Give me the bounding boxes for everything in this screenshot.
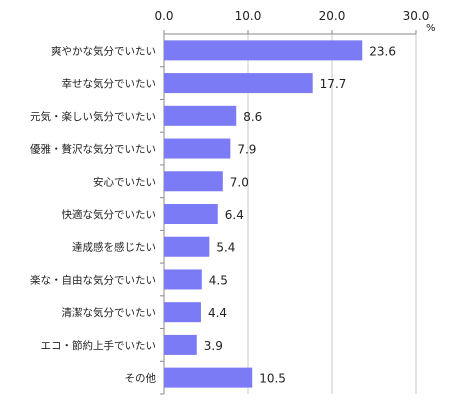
category-label-5: 快適な気分でいたい [62, 208, 157, 221]
x-tick-label-2: 20.0 [319, 9, 346, 23]
category-label-7: 楽な・自由な気分でいたい [30, 273, 156, 286]
bar-0 [164, 40, 363, 61]
value-label-8: 4.4 [208, 306, 227, 320]
value-label-9: 3.9 [204, 339, 223, 353]
category-label-6: 達成感を感じたい [72, 241, 156, 254]
bar-3 [164, 138, 231, 159]
value-label-7: 4.5 [209, 273, 228, 287]
category-label-1: 幸せな気分でいたい [62, 77, 157, 90]
x-tick-label-3: 30.0 [403, 9, 430, 23]
x-axis-unit: % [426, 23, 436, 34]
value-label-3: 7.9 [237, 143, 256, 157]
bar-9 [164, 334, 197, 355]
value-label-4: 7.0 [230, 175, 249, 189]
bar-5 [164, 204, 218, 224]
value-label-5: 6.4 [225, 208, 244, 222]
category-label-10: その他 [125, 372, 157, 385]
value-label-0: 23.6 [369, 44, 396, 58]
category-label-4: 安心でいたい [93, 175, 156, 188]
value-label-2: 8.6 [243, 110, 262, 124]
category-label-9: エコ・節約上手でいたい [41, 339, 157, 352]
category-label-0: 爽やかな気分でいたい [51, 44, 156, 57]
bar-7 [164, 269, 202, 290]
value-label-6: 5.4 [216, 241, 235, 255]
category-label-8: 清潔な気分でいたい [62, 306, 157, 319]
bar-4 [164, 171, 223, 192]
category-label-3: 優雅・贅沢な気分でいたい [30, 143, 156, 156]
x-tick-label-1: 10.0 [235, 9, 262, 23]
bar-2 [164, 105, 237, 126]
bar-1 [164, 73, 313, 94]
bar-6 [164, 236, 210, 257]
value-label-1: 17.7 [320, 77, 347, 91]
bar-10 [164, 367, 253, 388]
value-label-10: 10.5 [259, 372, 286, 386]
bar-8 [164, 302, 201, 323]
category-label-2: 元気・楽しい気分でいたい [30, 110, 156, 123]
x-tick-label-0: 0.0 [154, 9, 173, 23]
